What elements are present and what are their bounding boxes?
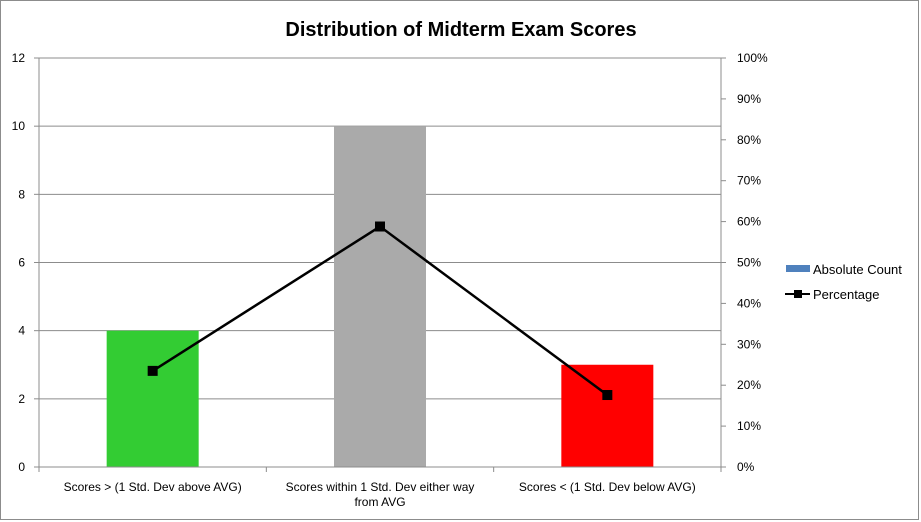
bar — [106, 330, 199, 467]
right-tick-label: 90% — [737, 92, 761, 106]
right-tick-label: 30% — [737, 337, 761, 351]
legend: Absolute Count Percentage — [785, 262, 902, 302]
category-labels: Scores > (1 Std. Dev above AVG) Scores wi… — [64, 480, 696, 509]
left-tick-label: 6 — [18, 256, 25, 270]
right-tick-label: 40% — [737, 296, 761, 310]
legend-swatch-absolute-count — [786, 265, 810, 272]
left-tick-label: 2 — [18, 392, 25, 406]
right-tick-label: 80% — [737, 133, 761, 147]
category-label: Scores within 1 Std. Dev either way — [286, 480, 475, 494]
left-tick-label: 10 — [12, 119, 26, 133]
left-tick-label: 0 — [18, 460, 25, 474]
legend-marker-percentage — [794, 290, 802, 298]
right-tick-label: 70% — [737, 174, 761, 188]
right-tick-label: 50% — [737, 256, 761, 270]
chart-title: Distribution of Midterm Exam Scores — [285, 19, 636, 41]
line-series — [147, 221, 613, 401]
percentage-point — [147, 365, 158, 376]
category-label: from AVG — [354, 495, 405, 509]
legend-label-absolute-count: Absolute Count — [813, 262, 902, 277]
percentage-point — [602, 390, 613, 401]
right-axis-ticks: 0% 10% 20% 30% 40% 50% 60% 70% 80% 90% 100% — [721, 51, 768, 474]
left-tick-label: 12 — [12, 51, 26, 65]
bar — [561, 364, 654, 467]
bar-series — [106, 126, 654, 468]
right-tick-label: 10% — [737, 419, 761, 433]
left-axis-ticks: 0 2 4 6 8 10 12 — [12, 51, 39, 474]
percentage-point — [375, 221, 385, 232]
right-tick-label: 60% — [737, 215, 761, 229]
category-label: Scores > (1 Std. Dev above AVG) — [64, 480, 242, 494]
right-tick-label: 0% — [737, 460, 755, 474]
legend-label-percentage: Percentage — [813, 287, 880, 302]
category-label: Scores < (1 Std. Dev below AVG) — [519, 480, 696, 494]
left-tick-label: 4 — [18, 324, 25, 338]
right-tick-label: 100% — [737, 51, 768, 65]
bar — [334, 126, 426, 468]
right-tick-label: 20% — [737, 378, 761, 392]
left-tick-label: 8 — [18, 187, 25, 201]
